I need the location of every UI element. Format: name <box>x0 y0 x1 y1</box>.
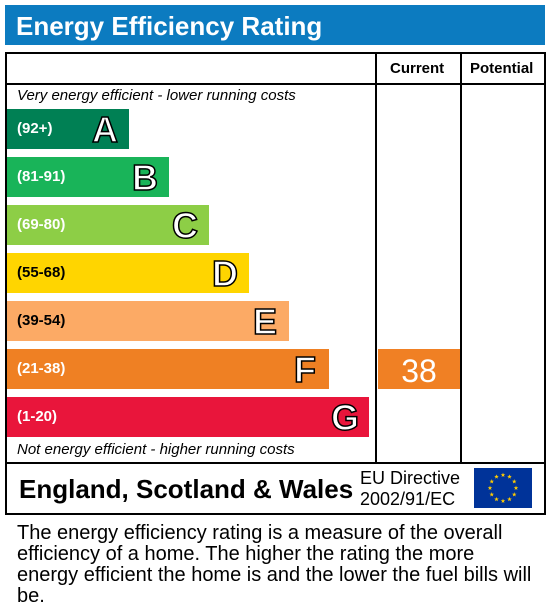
note-not-efficient: Not energy efficient - higher running co… <box>17 441 295 458</box>
column-divider-potential <box>460 54 462 462</box>
band-b: (81-91) B <box>7 156 169 199</box>
eu-star <box>507 474 512 479</box>
svg-text:C: C <box>172 205 198 246</box>
band-e: (39-54) E <box>7 300 289 343</box>
eu-star <box>500 498 506 503</box>
header-divider <box>7 83 544 85</box>
band-range-label: (92+) <box>17 120 53 137</box>
eu-star <box>489 479 495 484</box>
band-range-label: (69-80) <box>17 216 66 233</box>
svg-text:E: E <box>253 301 277 342</box>
band-letter: G <box>330 396 360 439</box>
band-range-label: (1-20) <box>17 408 58 425</box>
eu-star <box>487 485 493 490</box>
column-divider-current <box>375 54 377 462</box>
band-d: (55-68) D <box>7 252 249 295</box>
description-text: The energy efficiency rating is a measur… <box>17 522 532 607</box>
chart-title-bar: Energy Efficiency Rating <box>5 5 545 45</box>
eu-star <box>513 485 519 490</box>
band-letter: E <box>252 300 278 343</box>
eu-star <box>511 479 517 484</box>
eu-star <box>511 492 517 497</box>
eu-star <box>507 496 512 502</box>
svg-text:G: G <box>331 397 359 438</box>
band-range-label: (81-91) <box>17 168 66 185</box>
band-letter: D <box>211 252 239 295</box>
band-range-label: (21-38) <box>17 360 66 377</box>
rating-table: Current Potential Very energy efficient … <box>5 52 546 515</box>
current-rating-marker: 38 <box>378 349 460 389</box>
band-f: (21-38) F <box>7 348 329 391</box>
eu-star <box>494 474 499 479</box>
eu-directive-line2: 2002/91/EC <box>360 489 456 509</box>
band-range-label: (39-54) <box>17 312 66 329</box>
eu-star <box>494 496 499 502</box>
svg-text:D: D <box>212 253 238 294</box>
band-range-label: (55-68) <box>17 264 66 281</box>
svg-text:F: F <box>294 349 316 390</box>
country-label: England, Scotland & Wales <box>19 474 354 504</box>
band-letter: A <box>91 108 119 151</box>
footer-divider <box>7 462 544 464</box>
eu-star <box>500 472 506 477</box>
chart-title: Energy Efficiency Rating <box>16 11 323 41</box>
band-a: (92+) A <box>7 108 129 151</box>
note-very-efficient: Very energy efficient - lower running co… <box>17 87 296 104</box>
description: The energy efficiency rating is a measur… <box>17 523 537 607</box>
current-rating-value: 38 <box>401 353 437 389</box>
eu-directive: EU Directive 2002/91/EC <box>360 468 460 510</box>
band-letter: F <box>293 348 317 391</box>
svg-text:B: B <box>132 157 158 198</box>
band-letter: C <box>171 204 199 247</box>
eu-flag-icon <box>474 468 532 508</box>
column-header-current: Current <box>390 60 445 77</box>
eu-directive-line1: EU Directive <box>360 468 461 488</box>
column-header-potential: Potential <box>470 60 534 77</box>
band-letter: B <box>131 156 159 199</box>
band-c: (69-80) C <box>7 204 209 247</box>
band-g: (1-20) G <box>7 396 369 439</box>
eu-star <box>489 492 495 497</box>
svg-text:A: A <box>92 109 118 150</box>
